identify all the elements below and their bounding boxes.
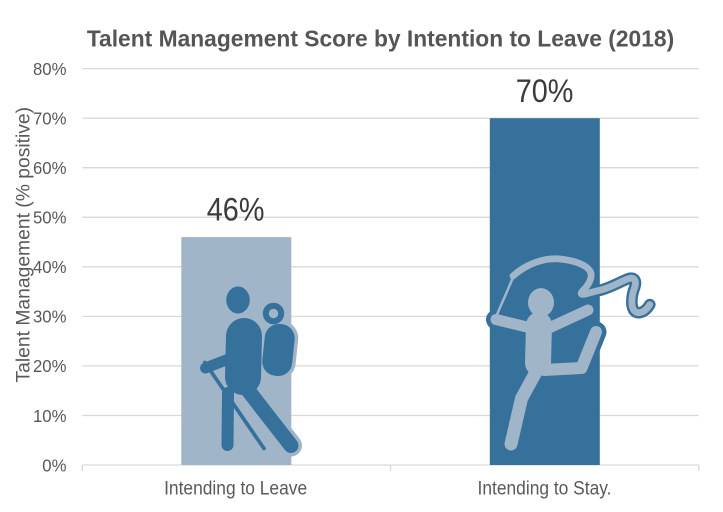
svg-text:Intending to Stay.: Intending to Stay.	[478, 478, 612, 499]
svg-text:Talent Management (% positive): Talent Management (% positive)	[12, 107, 34, 383]
svg-text:0%: 0%	[42, 455, 66, 476]
svg-text:10%: 10%	[33, 405, 66, 426]
svg-text:30%: 30%	[33, 306, 66, 327]
svg-text:Talent Management Score by Int: Talent Management Score by Intention to …	[87, 25, 674, 51]
svg-text:60%: 60%	[33, 157, 66, 178]
svg-text:20%: 20%	[33, 356, 66, 377]
svg-text:46%: 46%	[207, 192, 265, 228]
svg-text:50%: 50%	[33, 207, 66, 228]
svg-text:70%: 70%	[516, 74, 574, 110]
svg-text:70%: 70%	[33, 108, 66, 129]
svg-text:80%: 80%	[33, 58, 66, 79]
svg-text:Intending to Leave: Intending to Leave	[164, 478, 307, 499]
svg-text:40%: 40%	[33, 257, 66, 278]
